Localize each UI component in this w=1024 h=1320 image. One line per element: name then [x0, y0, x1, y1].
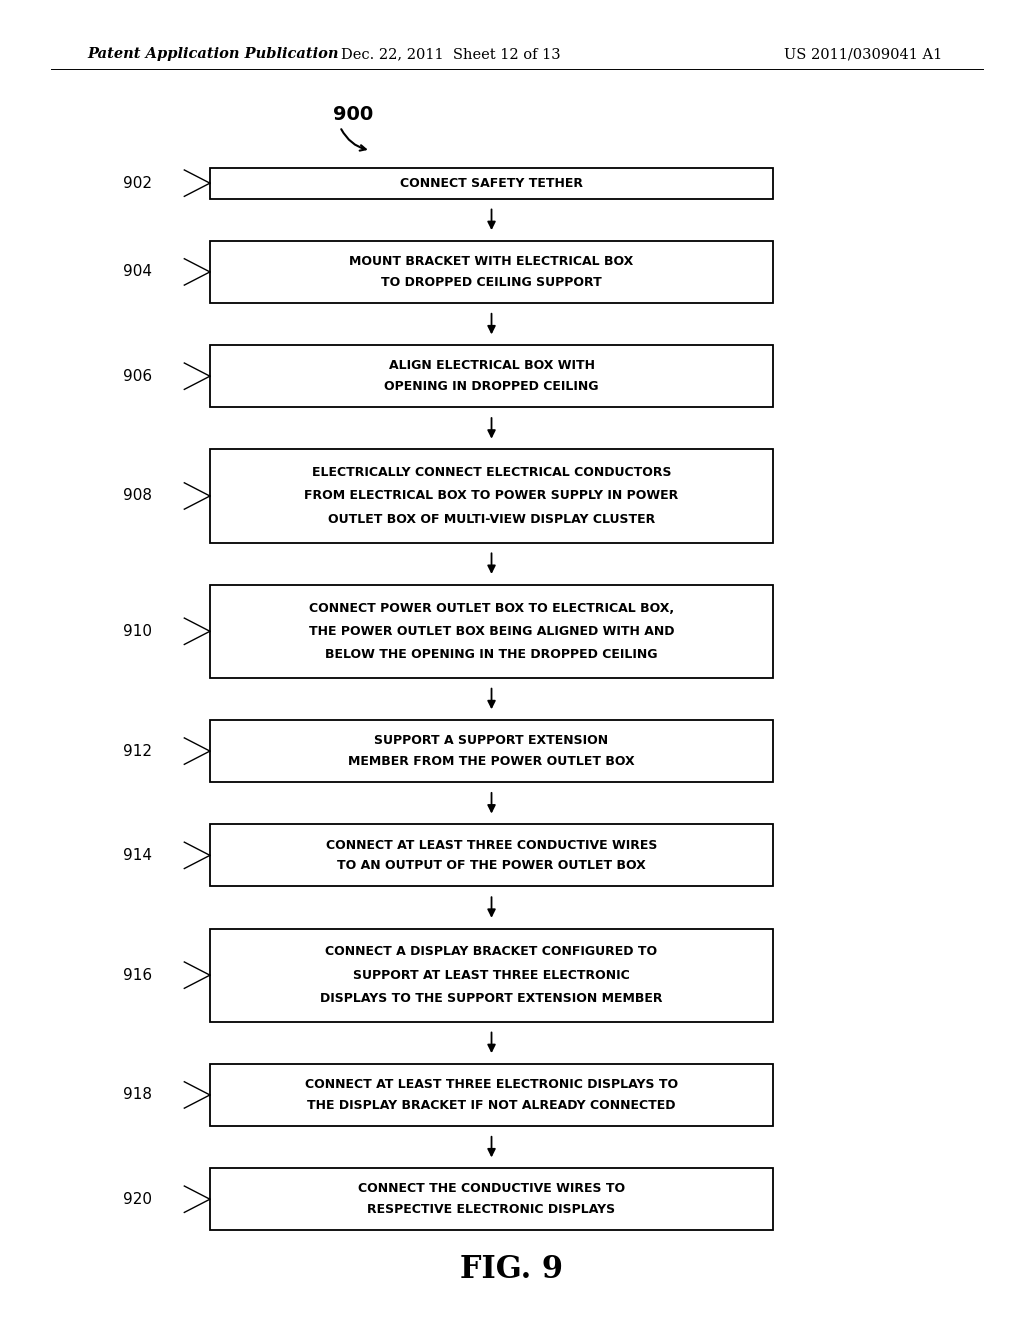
Text: MOUNT BRACKET WITH ELECTRICAL BOX: MOUNT BRACKET WITH ELECTRICAL BOX [349, 255, 634, 268]
Text: OPENING IN DROPPED CEILING: OPENING IN DROPPED CEILING [384, 380, 599, 393]
Bar [210, 168, 773, 198]
Text: BELOW THE OPENING IN THE DROPPED CEILING: BELOW THE OPENING IN THE DROPPED CEILING [326, 648, 657, 661]
Text: 916: 916 [123, 968, 152, 982]
Bar [210, 825, 773, 887]
Text: 904: 904 [123, 264, 152, 280]
Text: CONNECT AT LEAST THREE CONDUCTIVE WIRES: CONNECT AT LEAST THREE CONDUCTIVE WIRES [326, 838, 657, 851]
Text: MEMBER FROM THE POWER OUTLET BOX: MEMBER FROM THE POWER OUTLET BOX [348, 755, 635, 768]
Bar [210, 929, 773, 1022]
Text: THE POWER OUTLET BOX BEING ALIGNED WITH AND: THE POWER OUTLET BOX BEING ALIGNED WITH … [309, 624, 674, 638]
Text: RESPECTIVE ELECTRONIC DISPLAYS: RESPECTIVE ELECTRONIC DISPLAYS [368, 1203, 615, 1216]
Text: SUPPORT AT LEAST THREE ELECTRONIC: SUPPORT AT LEAST THREE ELECTRONIC [353, 969, 630, 982]
Bar [210, 346, 773, 408]
Bar [210, 242, 773, 304]
Text: DISPLAYS TO THE SUPPORT EXTENSION MEMBER: DISPLAYS TO THE SUPPORT EXTENSION MEMBER [321, 991, 663, 1005]
Text: Patent Application Publication: Patent Application Publication [87, 48, 339, 61]
Bar [210, 721, 773, 783]
Text: 908: 908 [123, 488, 152, 503]
Text: 900: 900 [333, 106, 374, 124]
Text: SUPPORT A SUPPORT EXTENSION: SUPPORT A SUPPORT EXTENSION [375, 734, 608, 747]
Text: Dec. 22, 2011  Sheet 12 of 13: Dec. 22, 2011 Sheet 12 of 13 [341, 48, 560, 61]
Text: ELECTRICALLY CONNECT ELECTRICAL CONDUCTORS: ELECTRICALLY CONNECT ELECTRICAL CONDUCTO… [311, 466, 672, 479]
Bar [210, 585, 773, 678]
Bar [210, 1168, 773, 1230]
Text: TO AN OUTPUT OF THE POWER OUTLET BOX: TO AN OUTPUT OF THE POWER OUTLET BOX [337, 859, 646, 873]
Text: FIG. 9: FIG. 9 [461, 1254, 563, 1286]
Text: CONNECT AT LEAST THREE ELECTRONIC DISPLAYS TO: CONNECT AT LEAST THREE ELECTRONIC DISPLA… [305, 1078, 678, 1092]
Text: ALIGN ELECTRICAL BOX WITH: ALIGN ELECTRICAL BOX WITH [388, 359, 595, 372]
Text: CONNECT A DISPLAY BRACKET CONFIGURED TO: CONNECT A DISPLAY BRACKET CONFIGURED TO [326, 945, 657, 958]
Text: 912: 912 [123, 743, 152, 759]
Text: US 2011/0309041 A1: US 2011/0309041 A1 [783, 48, 942, 61]
Text: CONNECT THE CONDUCTIVE WIRES TO: CONNECT THE CONDUCTIVE WIRES TO [358, 1183, 625, 1196]
Text: TO DROPPED CEILING SUPPORT: TO DROPPED CEILING SUPPORT [381, 276, 602, 289]
Bar [210, 1064, 773, 1126]
Text: 918: 918 [123, 1088, 152, 1102]
Text: CONNECT SAFETY TETHER: CONNECT SAFETY TETHER [400, 177, 583, 190]
Text: 906: 906 [123, 368, 152, 384]
Text: FROM ELECTRICAL BOX TO POWER SUPPLY IN POWER: FROM ELECTRICAL BOX TO POWER SUPPLY IN P… [304, 490, 679, 503]
Text: OUTLET BOX OF MULTI-VIEW DISPLAY CLUSTER: OUTLET BOX OF MULTI-VIEW DISPLAY CLUSTER [328, 512, 655, 525]
Text: 902: 902 [123, 176, 152, 190]
Text: THE DISPLAY BRACKET IF NOT ALREADY CONNECTED: THE DISPLAY BRACKET IF NOT ALREADY CONNE… [307, 1098, 676, 1111]
Text: 914: 914 [123, 847, 152, 863]
Bar [210, 450, 773, 543]
Text: 920: 920 [123, 1192, 152, 1206]
Text: 910: 910 [123, 624, 152, 639]
Text: CONNECT POWER OUTLET BOX TO ELECTRICAL BOX,: CONNECT POWER OUTLET BOX TO ELECTRICAL B… [309, 602, 674, 615]
